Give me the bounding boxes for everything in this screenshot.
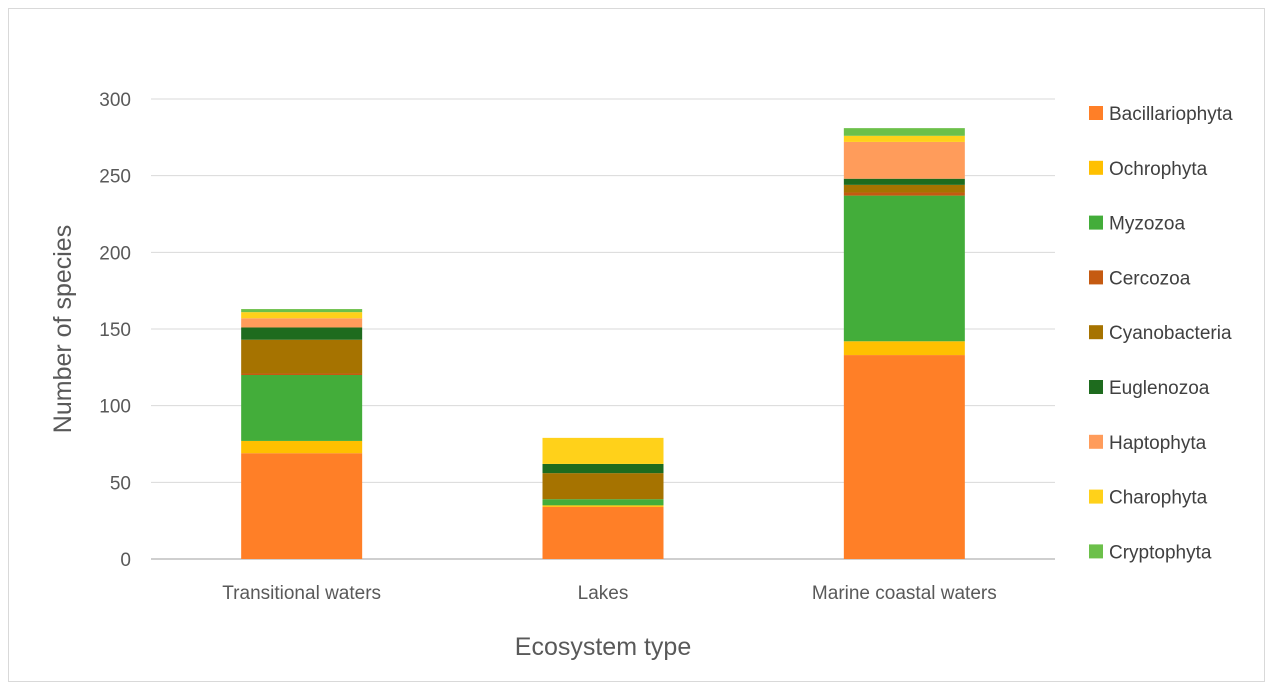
y-tick-label: 100 bbox=[99, 397, 131, 418]
bar-segment-haptophyta bbox=[843, 141, 965, 179]
legend-label: Charophyta bbox=[1109, 488, 1208, 509]
legend-label: Haptophyta bbox=[1109, 433, 1207, 454]
bar-segment-cryptophyta bbox=[241, 309, 363, 313]
x-axis-title: Ecosystem type bbox=[515, 633, 691, 661]
bar-segment-myzozoa bbox=[542, 499, 664, 506]
bar-segment-cercozoa bbox=[241, 373, 363, 375]
y-tick-labels: 0 50 100 150 200 250 300 bbox=[99, 90, 131, 571]
bar-segment-cyanobacteria bbox=[542, 473, 664, 500]
legend-label: Cyanobacteria bbox=[1109, 323, 1232, 344]
x-tick-label: Marine coastal waters bbox=[812, 583, 997, 604]
y-axis-title: Number of species bbox=[49, 225, 77, 433]
legend-label: Bacillariophyta bbox=[1109, 104, 1233, 125]
stacked-bar-chart: 0 50 100 150 200 250 300 Transitional waters La… bbox=[49, 90, 1233, 661]
legend-swatch-cercozoa bbox=[1089, 270, 1103, 285]
legend-label: Cercozoa bbox=[1109, 268, 1191, 289]
chart-frame: 0 50 100 150 200 250 300 Transitional waters La… bbox=[8, 8, 1265, 682]
bar-segment-myzozoa bbox=[843, 195, 965, 342]
legend-swatch-haptophyta bbox=[1089, 434, 1103, 449]
bar-segment-ochrophyta bbox=[843, 341, 965, 356]
legend-swatch-charophyta bbox=[1089, 489, 1103, 504]
y-tick-label: 150 bbox=[99, 320, 131, 341]
legend: Bacillariophyta Ochrophyta Myzozoa Cercozoa… bbox=[1089, 104, 1233, 563]
legend-swatch-ochrophyta bbox=[1089, 160, 1103, 175]
bar-segment-cyanobacteria bbox=[843, 184, 965, 193]
y-tick-label: 300 bbox=[99, 90, 131, 111]
bar-segment-charophyta bbox=[843, 135, 965, 142]
legend-swatch-euglenozoa bbox=[1089, 380, 1103, 394]
y-tick-label: 50 bbox=[110, 473, 131, 494]
bar-segment-cyanobacteria bbox=[241, 339, 363, 374]
legend-label: Myzozoa bbox=[1109, 214, 1185, 235]
legend-swatch-bacillariophyta bbox=[1089, 106, 1103, 120]
y-tick-label: 0 bbox=[120, 550, 131, 571]
bar-segment-euglenozoa bbox=[542, 463, 664, 474]
bar-segment-cercozoa bbox=[843, 192, 965, 196]
bar-segment-ochrophyta bbox=[241, 440, 363, 454]
x-tick-label: Lakes bbox=[578, 583, 629, 604]
x-tick-labels: Transitional waters Lakes Marine coastal w… bbox=[222, 583, 996, 604]
legend-label: Ochrophyta bbox=[1109, 159, 1208, 180]
bar-segment-myzozoa bbox=[241, 375, 363, 441]
bar-segment-haptophyta bbox=[241, 318, 363, 328]
bars bbox=[241, 128, 965, 559]
x-tick-label: Transitional waters bbox=[222, 583, 381, 604]
bar-segment-cryptophyta bbox=[843, 128, 965, 136]
legend-label: Cryptophyta bbox=[1109, 542, 1212, 563]
bar-segment-ochrophyta bbox=[542, 505, 664, 507]
bar-segment-bacillariophyta bbox=[241, 453, 363, 559]
y-tick-label: 250 bbox=[99, 167, 131, 188]
y-tick-label: 200 bbox=[99, 243, 131, 264]
bar-segment-charophyta bbox=[241, 312, 363, 319]
legend-swatch-myzozoa bbox=[1089, 215, 1103, 230]
bar-segment-bacillariophyta bbox=[542, 506, 664, 559]
legend-label: Euglenozoa bbox=[1109, 378, 1210, 399]
bar-segment-euglenozoa bbox=[843, 178, 965, 185]
bar-segment-charophyta bbox=[542, 437, 664, 464]
bar-segment-bacillariophyta bbox=[843, 355, 965, 559]
bar-segment-euglenozoa bbox=[241, 327, 363, 340]
legend-swatch-cyanobacteria bbox=[1089, 325, 1103, 340]
legend-swatch-cryptophyta bbox=[1089, 544, 1103, 559]
